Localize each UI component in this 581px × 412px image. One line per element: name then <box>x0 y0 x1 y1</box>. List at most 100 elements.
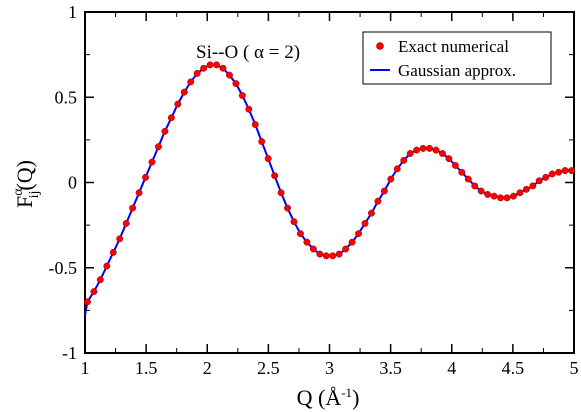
x-tick-label: 5 <box>570 358 579 378</box>
legend: Exact numerical Gaussian approx. <box>362 31 552 85</box>
point-exact <box>374 197 382 205</box>
point-exact <box>393 165 401 173</box>
x-tick-label: 2 <box>203 358 212 378</box>
point-exact <box>90 288 98 296</box>
ticks-layer: 1 1.5 2 2.5 3 3.5 4 4.5 5 -1 -0.5 0 0.5 1 <box>49 2 579 378</box>
legend-marker-exact <box>376 42 384 50</box>
point-exact <box>213 61 220 69</box>
point-exact <box>251 121 259 128</box>
point-exact <box>484 190 492 198</box>
point-exact <box>245 105 253 113</box>
point-exact <box>96 276 104 284</box>
point-exact <box>271 172 279 180</box>
legend-label-gaussian: Gaussian approx. <box>398 61 516 80</box>
point-exact <box>419 144 427 152</box>
point-exact <box>477 187 485 195</box>
point-exact <box>297 230 304 238</box>
point-exact <box>529 182 537 190</box>
point-exact <box>309 245 317 253</box>
y-tick-label: -0.5 <box>49 258 78 278</box>
y-tick-label: 0.5 <box>55 87 78 107</box>
x-tick-label: 4.5 <box>502 358 525 378</box>
chart-annotation: Si--O ( α = 2) <box>196 42 300 63</box>
x-axis-title: Q (Å-1) <box>297 385 360 410</box>
point-exact <box>200 64 208 72</box>
point-exact <box>180 88 188 96</box>
point-exact <box>342 245 350 253</box>
point-exact <box>122 219 130 227</box>
point-exact <box>316 250 324 258</box>
point-exact <box>167 114 175 122</box>
point-exact <box>439 150 446 157</box>
point-exact <box>400 156 408 164</box>
point-exact <box>193 69 201 77</box>
point-exact <box>355 230 362 238</box>
x-tick-label: 3 <box>325 358 334 378</box>
point-exact <box>329 252 337 260</box>
legend-box <box>362 31 552 85</box>
point-exact <box>464 175 472 183</box>
x-tick-label: 4 <box>447 358 456 378</box>
point-exact <box>103 262 111 270</box>
point-exact <box>368 209 375 217</box>
y-tick-label: -1 <box>62 343 77 363</box>
point-exact <box>458 168 466 176</box>
point-exact <box>284 204 291 212</box>
point-exact <box>406 150 414 157</box>
point-exact <box>174 100 182 108</box>
point-exact <box>154 143 162 151</box>
point-exact <box>226 71 233 79</box>
point-exact <box>426 144 433 152</box>
point-exact <box>187 78 195 86</box>
point-exact <box>258 138 266 146</box>
point-exact <box>290 218 298 226</box>
series-layer <box>83 61 576 316</box>
x-tick-label: 3.5 <box>379 358 402 378</box>
point-exact <box>413 146 421 154</box>
point-exact <box>451 162 459 169</box>
y-tick-label: 1 <box>68 2 77 22</box>
point-exact <box>522 185 530 193</box>
point-exact <box>322 252 330 260</box>
point-exact <box>548 170 556 178</box>
point-exact <box>471 182 479 190</box>
point-exact <box>148 158 156 166</box>
point-exact <box>432 146 440 154</box>
x-tick-label: 2.5 <box>257 358 280 378</box>
point-exact <box>497 194 505 202</box>
point-exact <box>510 192 517 200</box>
x-tick-label: 1.5 <box>135 358 158 378</box>
y-tick-label: 0 <box>68 173 77 193</box>
point-exact <box>232 80 240 88</box>
point-exact <box>335 250 343 258</box>
point-exact <box>348 238 356 246</box>
point-exact <box>277 189 285 197</box>
point-exact <box>303 238 311 246</box>
legend-label-exact: Exact numerical <box>398 37 509 56</box>
point-exact <box>503 194 511 202</box>
point-exact <box>361 219 369 227</box>
point-exact <box>561 167 569 175</box>
y-axis-title: Fαij(Q) <box>11 160 42 208</box>
point-exact <box>555 168 563 176</box>
point-exact <box>380 187 388 195</box>
point-exact <box>135 189 143 197</box>
point-exact <box>116 235 124 243</box>
point-exact <box>568 167 576 175</box>
series-line-gaussian <box>84 63 572 316</box>
point-exact <box>219 64 227 72</box>
point-exact <box>83 298 91 306</box>
x-tick-label: 1 <box>81 358 90 378</box>
point-exact <box>516 189 524 197</box>
point-exact <box>490 192 498 200</box>
point-exact <box>129 204 137 212</box>
point-exact <box>445 155 453 163</box>
point-exact <box>238 92 246 99</box>
point-exact <box>142 173 149 181</box>
point-exact <box>535 177 543 185</box>
point-exact <box>109 248 117 256</box>
point-exact <box>542 173 550 181</box>
point-exact <box>264 155 272 163</box>
point-exact <box>161 127 169 135</box>
